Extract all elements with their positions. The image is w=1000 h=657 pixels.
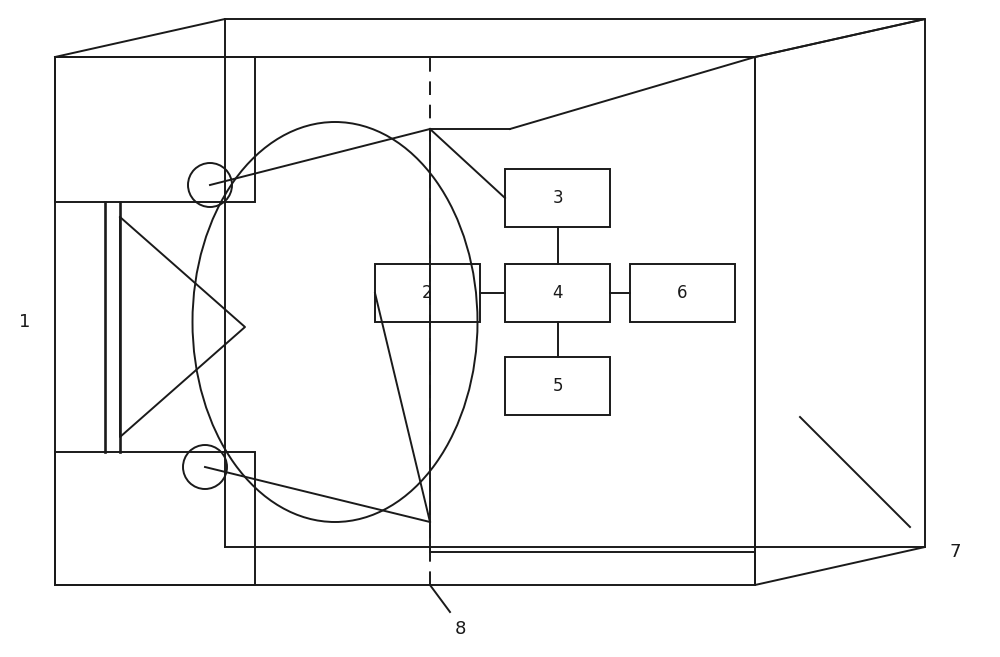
Text: 1: 1 bbox=[19, 313, 31, 331]
Bar bbox=[630, 264, 735, 322]
Bar bbox=[505, 357, 610, 415]
Bar bbox=[505, 169, 610, 227]
Bar bbox=[375, 264, 480, 322]
Text: 5: 5 bbox=[552, 377, 563, 395]
Text: 3: 3 bbox=[552, 189, 563, 207]
Text: 4: 4 bbox=[552, 284, 563, 302]
Text: 6: 6 bbox=[677, 284, 688, 302]
Text: 7: 7 bbox=[949, 543, 961, 561]
Text: 8: 8 bbox=[454, 620, 466, 638]
Text: 2: 2 bbox=[422, 284, 433, 302]
Bar bbox=[505, 264, 610, 322]
